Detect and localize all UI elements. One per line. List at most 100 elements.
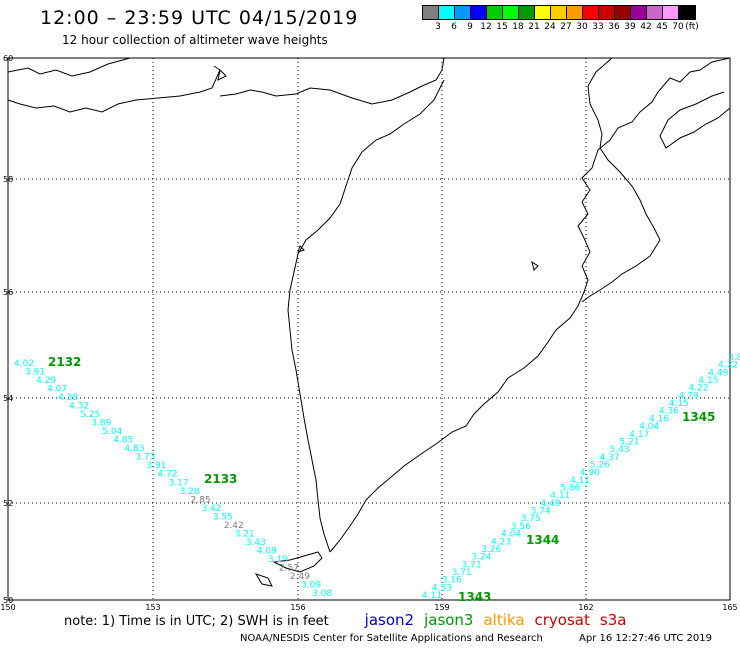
pass-number: 1344 bbox=[526, 533, 559, 547]
latitude-label: 52 bbox=[3, 499, 13, 508]
west-shelikhov-coast bbox=[287, 79, 445, 553]
legend-label: 39 bbox=[624, 22, 636, 32]
swh-reading: 3.8 bbox=[728, 353, 740, 363]
swh-reading: 3.91 bbox=[146, 461, 166, 471]
swh-reading: 3.91 bbox=[25, 368, 45, 378]
satellite-legend: jason2 jason3 altika cryosat s3a bbox=[365, 611, 637, 629]
swh-reading: 5.21 bbox=[619, 438, 639, 448]
latitude-label: 60 bbox=[3, 54, 13, 63]
legend-swatch bbox=[599, 6, 615, 19]
latitude-label: 56 bbox=[3, 288, 13, 297]
legend-swatch bbox=[535, 6, 551, 19]
legend-swatch bbox=[679, 6, 695, 19]
legend-label: 36 bbox=[608, 22, 620, 32]
swh-reading: 4.29 bbox=[36, 376, 56, 386]
legend-swatch bbox=[551, 6, 567, 19]
footer-credit: NOAA/NESDIS Center for Satellite Applica… bbox=[240, 633, 543, 644]
swh-reading: 4.04 bbox=[639, 422, 659, 432]
latitude-label: 50 bbox=[3, 596, 13, 605]
legend-label: 27 bbox=[560, 22, 572, 32]
swh-reading: 3.16 bbox=[442, 576, 462, 586]
swh-reading: 4.15 bbox=[669, 399, 689, 409]
satellite-s3a: s3a bbox=[599, 611, 627, 629]
swh-reading: 3.21 bbox=[235, 529, 255, 539]
swh-reading: 4.53 bbox=[432, 583, 452, 593]
coastline bbox=[7, 57, 731, 587]
longitude-label: 165 bbox=[722, 603, 737, 612]
pass-number: 2132 bbox=[48, 355, 81, 369]
legend-label: 30 bbox=[576, 22, 588, 32]
satellite-altika: altika bbox=[483, 611, 525, 629]
swh-reading: 3.71 bbox=[452, 568, 472, 578]
longitude-label: 153 bbox=[145, 603, 160, 612]
legend-label: 18 bbox=[512, 22, 524, 32]
swh-reading: 4.09 bbox=[257, 546, 277, 556]
swh-reading: 3.24 bbox=[471, 553, 491, 563]
legend-label: 45 bbox=[656, 22, 668, 32]
swh-reading: 4.04 bbox=[501, 530, 521, 540]
longitude-label: 159 bbox=[434, 603, 449, 612]
swh-reading: 5.04 bbox=[102, 427, 122, 437]
swh-reading: 4.49 bbox=[708, 368, 728, 378]
swh-reading: 3.43 bbox=[246, 538, 266, 548]
kuril-islands bbox=[254, 551, 323, 587]
legend-swatch bbox=[487, 6, 503, 19]
legend-swatch bbox=[519, 6, 535, 19]
color-legend: 3 6 9 12 15 18 21 24 27 30 33 36 39 42 45 70 (ft) bbox=[422, 5, 699, 34]
swh-reading: 4.32 bbox=[69, 402, 89, 412]
legend-label: 3 bbox=[435, 22, 441, 32]
legend-swatch bbox=[455, 6, 471, 19]
footer-note: note: 1) Time is in UTC; 2) SWH is in fe… bbox=[64, 614, 329, 629]
legend-label: 21 bbox=[528, 22, 540, 32]
swh-reading: 4.22 bbox=[689, 384, 709, 394]
swh-reading: 4.90 bbox=[580, 468, 600, 478]
legend-swatch bbox=[439, 6, 455, 19]
swh-reading: 2.49 bbox=[290, 572, 310, 582]
map-frame bbox=[7, 57, 731, 601]
swh-reading: 3.26 bbox=[481, 545, 501, 555]
swh-reading: 4.72 bbox=[158, 470, 178, 480]
legend-label: 70 bbox=[672, 22, 684, 32]
latitude-label: 58 bbox=[3, 175, 13, 184]
swh-reading: 3.08 bbox=[312, 589, 332, 599]
legend-swatch bbox=[503, 6, 519, 19]
legend-label: 6 bbox=[451, 22, 457, 32]
swh-readings: 4.023.914.294.074.384.325.253.895.044.85… bbox=[14, 353, 740, 601]
satellite-cryosat: cryosat bbox=[534, 611, 590, 629]
kamchatka-coastline bbox=[329, 57, 731, 553]
swh-reading: 3.28 bbox=[180, 487, 200, 497]
pass-number: 1345 bbox=[682, 410, 715, 424]
legend-swatch bbox=[567, 6, 583, 19]
swh-reading: 4.02 bbox=[14, 359, 34, 369]
legend-swatch bbox=[647, 6, 663, 19]
swh-reading: 3.71 bbox=[462, 560, 482, 570]
swh-reading: 4.11 bbox=[422, 591, 442, 601]
swh-reading: 4.22 bbox=[718, 361, 738, 371]
swh-reading: 5.43 bbox=[610, 445, 630, 455]
swh-reading: 4.79 bbox=[679, 391, 699, 401]
swh-reading: 3.75 bbox=[521, 514, 541, 524]
swh-reading: 4.38 bbox=[58, 393, 78, 403]
swh-reading: 3.42 bbox=[202, 504, 222, 514]
map-title: 12:00 – 23:59 UTC 04/15/2019 bbox=[40, 7, 359, 29]
satellite-jason2: jason2 bbox=[364, 611, 415, 629]
legend-swatches bbox=[422, 5, 696, 20]
footer-note-row: note: 1) Time is in UTC; 2) SWH is in fe… bbox=[64, 611, 636, 629]
legend-swatch bbox=[663, 6, 679, 19]
swh-reading: 4.15 bbox=[698, 376, 718, 386]
legend-label: 42 bbox=[640, 22, 652, 32]
swh-reading: 3.09 bbox=[301, 581, 321, 591]
legend-swatch bbox=[423, 6, 439, 19]
swh-reading: 3.89 bbox=[91, 419, 111, 429]
swh-reading: 2.57 bbox=[279, 563, 299, 573]
legend-swatch bbox=[615, 6, 631, 19]
legend-label: (ft) bbox=[685, 22, 699, 32]
east-shelikhov-coast bbox=[581, 57, 731, 303]
legend-swatch bbox=[471, 6, 487, 19]
map-subtitle: 12 hour collection of altimeter wave hei… bbox=[62, 33, 328, 47]
pass-number: 2133 bbox=[204, 472, 237, 486]
legend-label: 24 bbox=[544, 22, 556, 32]
legend-label: 33 bbox=[592, 22, 604, 32]
